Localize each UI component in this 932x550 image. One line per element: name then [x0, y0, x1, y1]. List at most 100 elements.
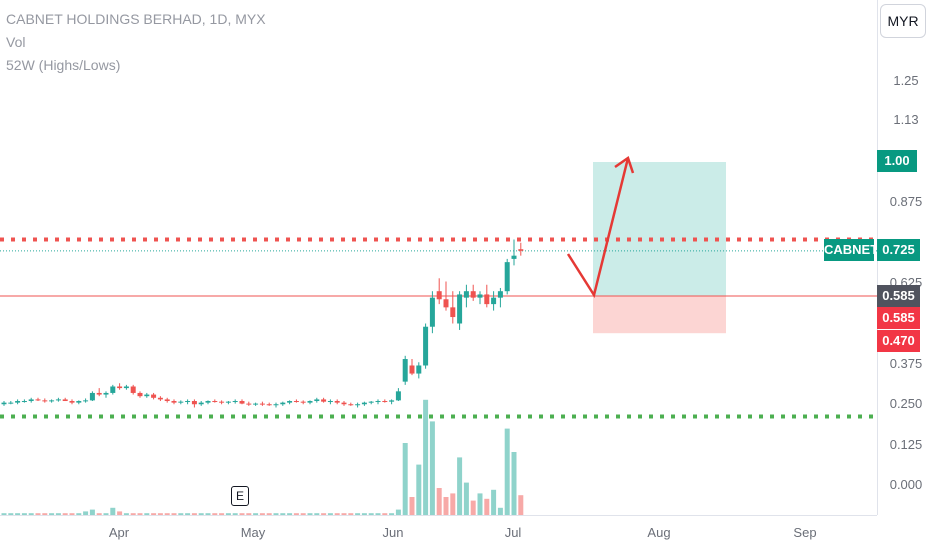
indicator-legend[interactable]: 52W (Highs/Lows) — [6, 54, 266, 77]
candle-body — [110, 386, 115, 392]
candle-body — [104, 393, 109, 395]
candle-body — [301, 402, 306, 403]
candle-body — [2, 403, 7, 405]
candle-body — [518, 249, 523, 251]
candle-body — [505, 262, 510, 291]
currency-button[interactable]: MYR — [880, 4, 926, 38]
volume-bar — [423, 400, 428, 515]
candle-body — [131, 386, 136, 392]
price-tick-label: 0.125 — [886, 437, 926, 452]
candle-body — [287, 401, 292, 403]
candle-body — [308, 401, 313, 403]
candle-body — [294, 401, 299, 402]
candle-body — [124, 386, 129, 388]
target-zone — [593, 162, 726, 296]
volume-bar — [437, 488, 442, 515]
volume-bar — [416, 465, 421, 515]
candle-body — [63, 399, 68, 401]
candle-body — [144, 395, 149, 397]
price-tick-label: 0.875 — [886, 194, 926, 209]
volume-bar — [512, 452, 517, 515]
candle-body — [165, 399, 170, 401]
stop-price-label: 0.470 — [877, 330, 920, 352]
price-tick-label: 0.000 — [886, 477, 926, 492]
candle-body — [206, 401, 211, 403]
price-tick-label: 1.25 — [886, 73, 926, 88]
candle-body — [369, 402, 374, 403]
position-zones — [593, 162, 726, 333]
candle-body — [76, 401, 81, 403]
volume-bar — [484, 499, 489, 515]
candle-body — [70, 401, 75, 403]
candle-body — [192, 401, 197, 404]
entry-price-label: 0.585 — [877, 285, 920, 307]
candle-body — [423, 327, 428, 366]
time-tick-label: Jun — [383, 525, 404, 540]
candle-body — [491, 298, 496, 304]
candle-body — [444, 299, 449, 307]
candle-body — [321, 399, 326, 401]
price-tick-label: 0.250 — [886, 396, 926, 411]
candle-body — [260, 404, 265, 405]
candle-body — [158, 398, 163, 400]
candle-body — [219, 402, 224, 403]
volume-bar — [457, 457, 462, 515]
candle-body — [389, 400, 394, 401]
time-axis-line — [0, 515, 877, 516]
candle-body — [416, 365, 421, 373]
symbol-title[interactable]: CABNET HOLDINGS BERHAD, 1D, MYX — [6, 8, 266, 31]
volume-bar — [498, 508, 503, 515]
last-price-label: 0.725 — [877, 239, 920, 261]
volume-bar — [471, 501, 476, 515]
candle-body — [274, 404, 279, 405]
candle-body — [185, 401, 190, 402]
candle-body — [97, 393, 102, 395]
candle-body — [90, 393, 95, 400]
candle-body — [280, 403, 285, 405]
candle-body — [56, 399, 61, 400]
time-tick-label: Aug — [647, 525, 670, 540]
candle-body — [117, 386, 122, 388]
candle-body — [15, 401, 20, 403]
candle-body — [437, 291, 442, 299]
symbol-price-tag: CABNET — [824, 239, 874, 261]
volume-bar — [505, 429, 510, 515]
candle-body — [355, 404, 360, 405]
candle-body — [212, 401, 217, 402]
candle-body — [403, 359, 408, 382]
time-tick-label: Sep — [793, 525, 816, 540]
volume-bar — [444, 497, 449, 515]
candle-body — [314, 399, 319, 401]
candle-body — [382, 401, 387, 402]
time-tick-label: Jul — [505, 525, 522, 540]
volume-bar — [110, 508, 115, 515]
earnings-marker[interactable]: E — [231, 486, 249, 506]
candle-body — [22, 401, 27, 402]
volume-bar — [464, 483, 469, 515]
candle-body — [199, 403, 204, 405]
volume-bar — [491, 490, 496, 515]
candle-body — [226, 402, 231, 403]
candle-body — [172, 401, 177, 403]
entry-red-price-label: 0.585 — [877, 307, 920, 329]
time-tick-label: May — [241, 525, 266, 540]
candle-body — [138, 393, 143, 396]
candle-body — [8, 403, 13, 404]
volume-bar — [410, 497, 415, 515]
candle-body — [233, 401, 238, 402]
volume-legend[interactable]: Vol — [6, 31, 266, 54]
volume-bar — [450, 493, 455, 515]
target-price-label: 1.00 — [877, 150, 917, 172]
volume-bar — [430, 421, 435, 515]
candle-body — [478, 294, 483, 297]
candle-body — [83, 400, 88, 401]
candle-body — [396, 391, 401, 400]
candle-body — [498, 291, 503, 297]
candle-body — [342, 403, 347, 405]
candle-body — [376, 401, 381, 402]
candles — [2, 240, 524, 408]
candle-body — [246, 404, 251, 405]
candle-body — [328, 401, 333, 402]
candle-body — [362, 403, 367, 405]
